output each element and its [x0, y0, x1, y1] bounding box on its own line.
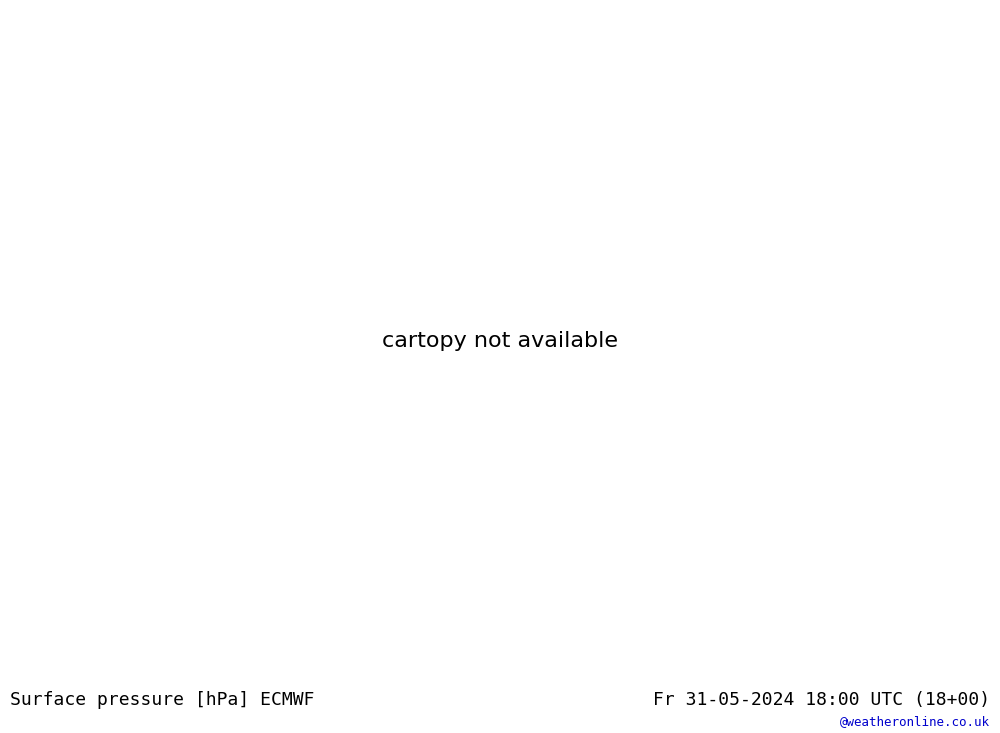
Text: Fr 31-05-2024 18:00 UTC (18+00): Fr 31-05-2024 18:00 UTC (18+00): [653, 690, 990, 709]
Text: cartopy not available: cartopy not available: [382, 331, 618, 351]
Text: @weatheronline.co.uk: @weatheronline.co.uk: [840, 715, 990, 728]
Text: Surface pressure [hPa] ECMWF: Surface pressure [hPa] ECMWF: [10, 690, 314, 709]
